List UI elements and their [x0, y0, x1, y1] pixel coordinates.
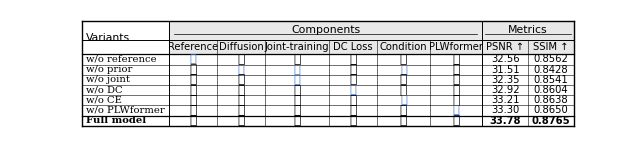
Text: 32.56: 32.56: [491, 54, 520, 64]
Text: 33.21: 33.21: [491, 95, 520, 105]
Text: ✓: ✓: [237, 104, 244, 117]
Text: 0.8650: 0.8650: [533, 105, 568, 115]
Text: 0.8541: 0.8541: [533, 75, 568, 85]
Text: ✓: ✓: [452, 53, 460, 66]
Text: ✓: ✓: [237, 73, 244, 86]
Text: ✓: ✓: [349, 104, 356, 117]
Text: Full model: Full model: [86, 116, 146, 125]
Text: ✓: ✓: [189, 84, 196, 97]
Text: ✓: ✓: [349, 63, 356, 76]
Text: ✓: ✓: [189, 104, 196, 117]
Text: ✓: ✓: [349, 53, 356, 66]
Text: ✓: ✓: [237, 53, 244, 66]
Text: Variants: Variants: [86, 32, 130, 42]
Text: w/o CE: w/o CE: [86, 96, 122, 105]
Text: ✓: ✓: [452, 94, 460, 107]
Text: 33.78: 33.78: [490, 116, 521, 126]
Text: ✓: ✓: [189, 94, 196, 107]
Text: w/o prior: w/o prior: [86, 65, 132, 74]
Text: ✓: ✓: [400, 114, 407, 127]
Text: SSIM ↑: SSIM ↑: [533, 42, 568, 52]
Text: 0.8638: 0.8638: [533, 95, 568, 105]
Text: ✓: ✓: [400, 104, 407, 117]
Text: ✓: ✓: [237, 94, 244, 107]
Text: w/o PLWformer: w/o PLWformer: [86, 106, 164, 115]
Text: ✓: ✓: [237, 84, 244, 97]
Text: ✗: ✗: [189, 54, 196, 64]
Text: 32.35: 32.35: [491, 75, 520, 85]
Text: ✗: ✗: [294, 75, 300, 85]
Text: 33.30: 33.30: [491, 105, 519, 115]
Text: 32.92: 32.92: [491, 85, 520, 95]
Text: Joint-training: Joint-training: [265, 42, 330, 52]
Text: ✓: ✓: [349, 114, 356, 127]
Text: ✓: ✓: [452, 84, 460, 97]
Text: ✓: ✓: [452, 114, 460, 127]
Text: PLWformer: PLWformer: [429, 42, 483, 52]
Text: Components: Components: [291, 25, 360, 35]
Text: w/o reference: w/o reference: [86, 55, 157, 64]
Text: ✓: ✓: [400, 53, 407, 66]
Text: w/o DC: w/o DC: [86, 86, 123, 95]
Text: Metrics: Metrics: [508, 25, 548, 35]
Text: ✓: ✓: [189, 114, 196, 127]
Text: ✓: ✓: [237, 114, 244, 127]
Text: 31.51: 31.51: [491, 65, 520, 75]
Text: 0.8765: 0.8765: [531, 116, 570, 126]
Text: ✓: ✓: [349, 73, 356, 86]
Text: 0.8562: 0.8562: [533, 54, 568, 64]
Text: ✓: ✓: [189, 73, 196, 86]
Text: ✗: ✗: [349, 85, 356, 95]
Text: Reference: Reference: [168, 42, 218, 52]
Text: ✓: ✓: [400, 84, 407, 97]
Text: 0.8428: 0.8428: [533, 65, 568, 75]
Text: ✗: ✗: [237, 65, 244, 75]
Text: ✗: ✗: [452, 105, 460, 115]
Text: ✗: ✗: [400, 65, 407, 75]
Text: ✓: ✓: [452, 63, 460, 76]
Text: DC Loss: DC Loss: [333, 42, 373, 52]
Text: 0.8604: 0.8604: [533, 85, 568, 95]
Text: Condition: Condition: [380, 42, 428, 52]
Text: ✓: ✓: [293, 53, 301, 66]
Text: ✓: ✓: [189, 63, 196, 76]
Text: PSNR ↑: PSNR ↑: [486, 42, 524, 52]
Text: ✓: ✓: [293, 104, 301, 117]
Text: ✗: ✗: [294, 65, 300, 75]
Text: ✓: ✓: [293, 94, 301, 107]
Text: ✓: ✓: [293, 114, 301, 127]
Text: ✓: ✓: [293, 84, 301, 97]
Text: w/o joint: w/o joint: [86, 75, 130, 84]
Text: ✓: ✓: [400, 73, 407, 86]
Text: ✗: ✗: [400, 95, 407, 105]
Text: Diffusion: Diffusion: [218, 42, 263, 52]
Text: ✓: ✓: [349, 94, 356, 107]
Text: ✓: ✓: [452, 73, 460, 86]
